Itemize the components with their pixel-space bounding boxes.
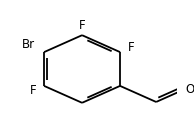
- Text: F: F: [128, 41, 135, 54]
- Text: O: O: [185, 83, 194, 96]
- Text: Br: Br: [22, 39, 35, 51]
- Text: F: F: [29, 84, 36, 97]
- Text: F: F: [79, 18, 85, 32]
